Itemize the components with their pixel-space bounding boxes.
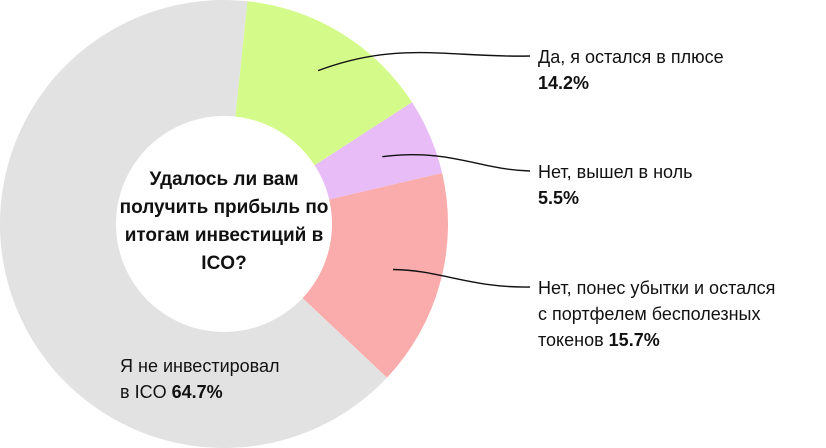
slice-label-1-value: 14.2%: [538, 73, 590, 93]
slice-label-2-value: 5.5%: [538, 188, 580, 208]
slice-label-4-line-2: в ICO 64.7%: [120, 379, 280, 405]
slice-label-3-line-1: Нет, понес убытки и остался: [538, 278, 776, 298]
slice-label-4: Я не инвестировал в ICO 64.7%: [120, 353, 280, 405]
slice-label-1-text: Да, я остался в плюсе: [538, 47, 724, 67]
slice-label-1: Да, я остался в плюсе 14.2%: [538, 44, 724, 96]
slice-label-4-line-2-text: в ICO: [120, 382, 167, 402]
leader-line-2: [382, 153, 531, 172]
slice-label-2: Нет, вышел в ноль 5.5%: [538, 159, 693, 211]
slice-label-3-line-3: токенов 15.7%: [538, 327, 775, 353]
leader-lines: [317, 51, 531, 288]
slice-label-3-line-2: с портфелем бесполезных: [538, 304, 761, 324]
leader-line-1: [317, 51, 531, 72]
slice-label-3-value: 15.7%: [608, 330, 660, 350]
slice-label-4-value: 64.7%: [171, 382, 223, 402]
slice-label-3-line-3-text: токенов: [538, 330, 604, 350]
donut-center-hole: [116, 116, 332, 332]
leader-line-3: [392, 268, 531, 288]
slice-label-2-text: Нет, вышел в ноль: [538, 162, 693, 182]
slice-label-3: Нет, понес убытки и остался с портфелем …: [538, 275, 775, 353]
chart-title: Удалось ли вам получить прибыль по итога…: [119, 169, 329, 274]
slice-label-4-line-1: Я не инвестировал: [120, 356, 280, 376]
